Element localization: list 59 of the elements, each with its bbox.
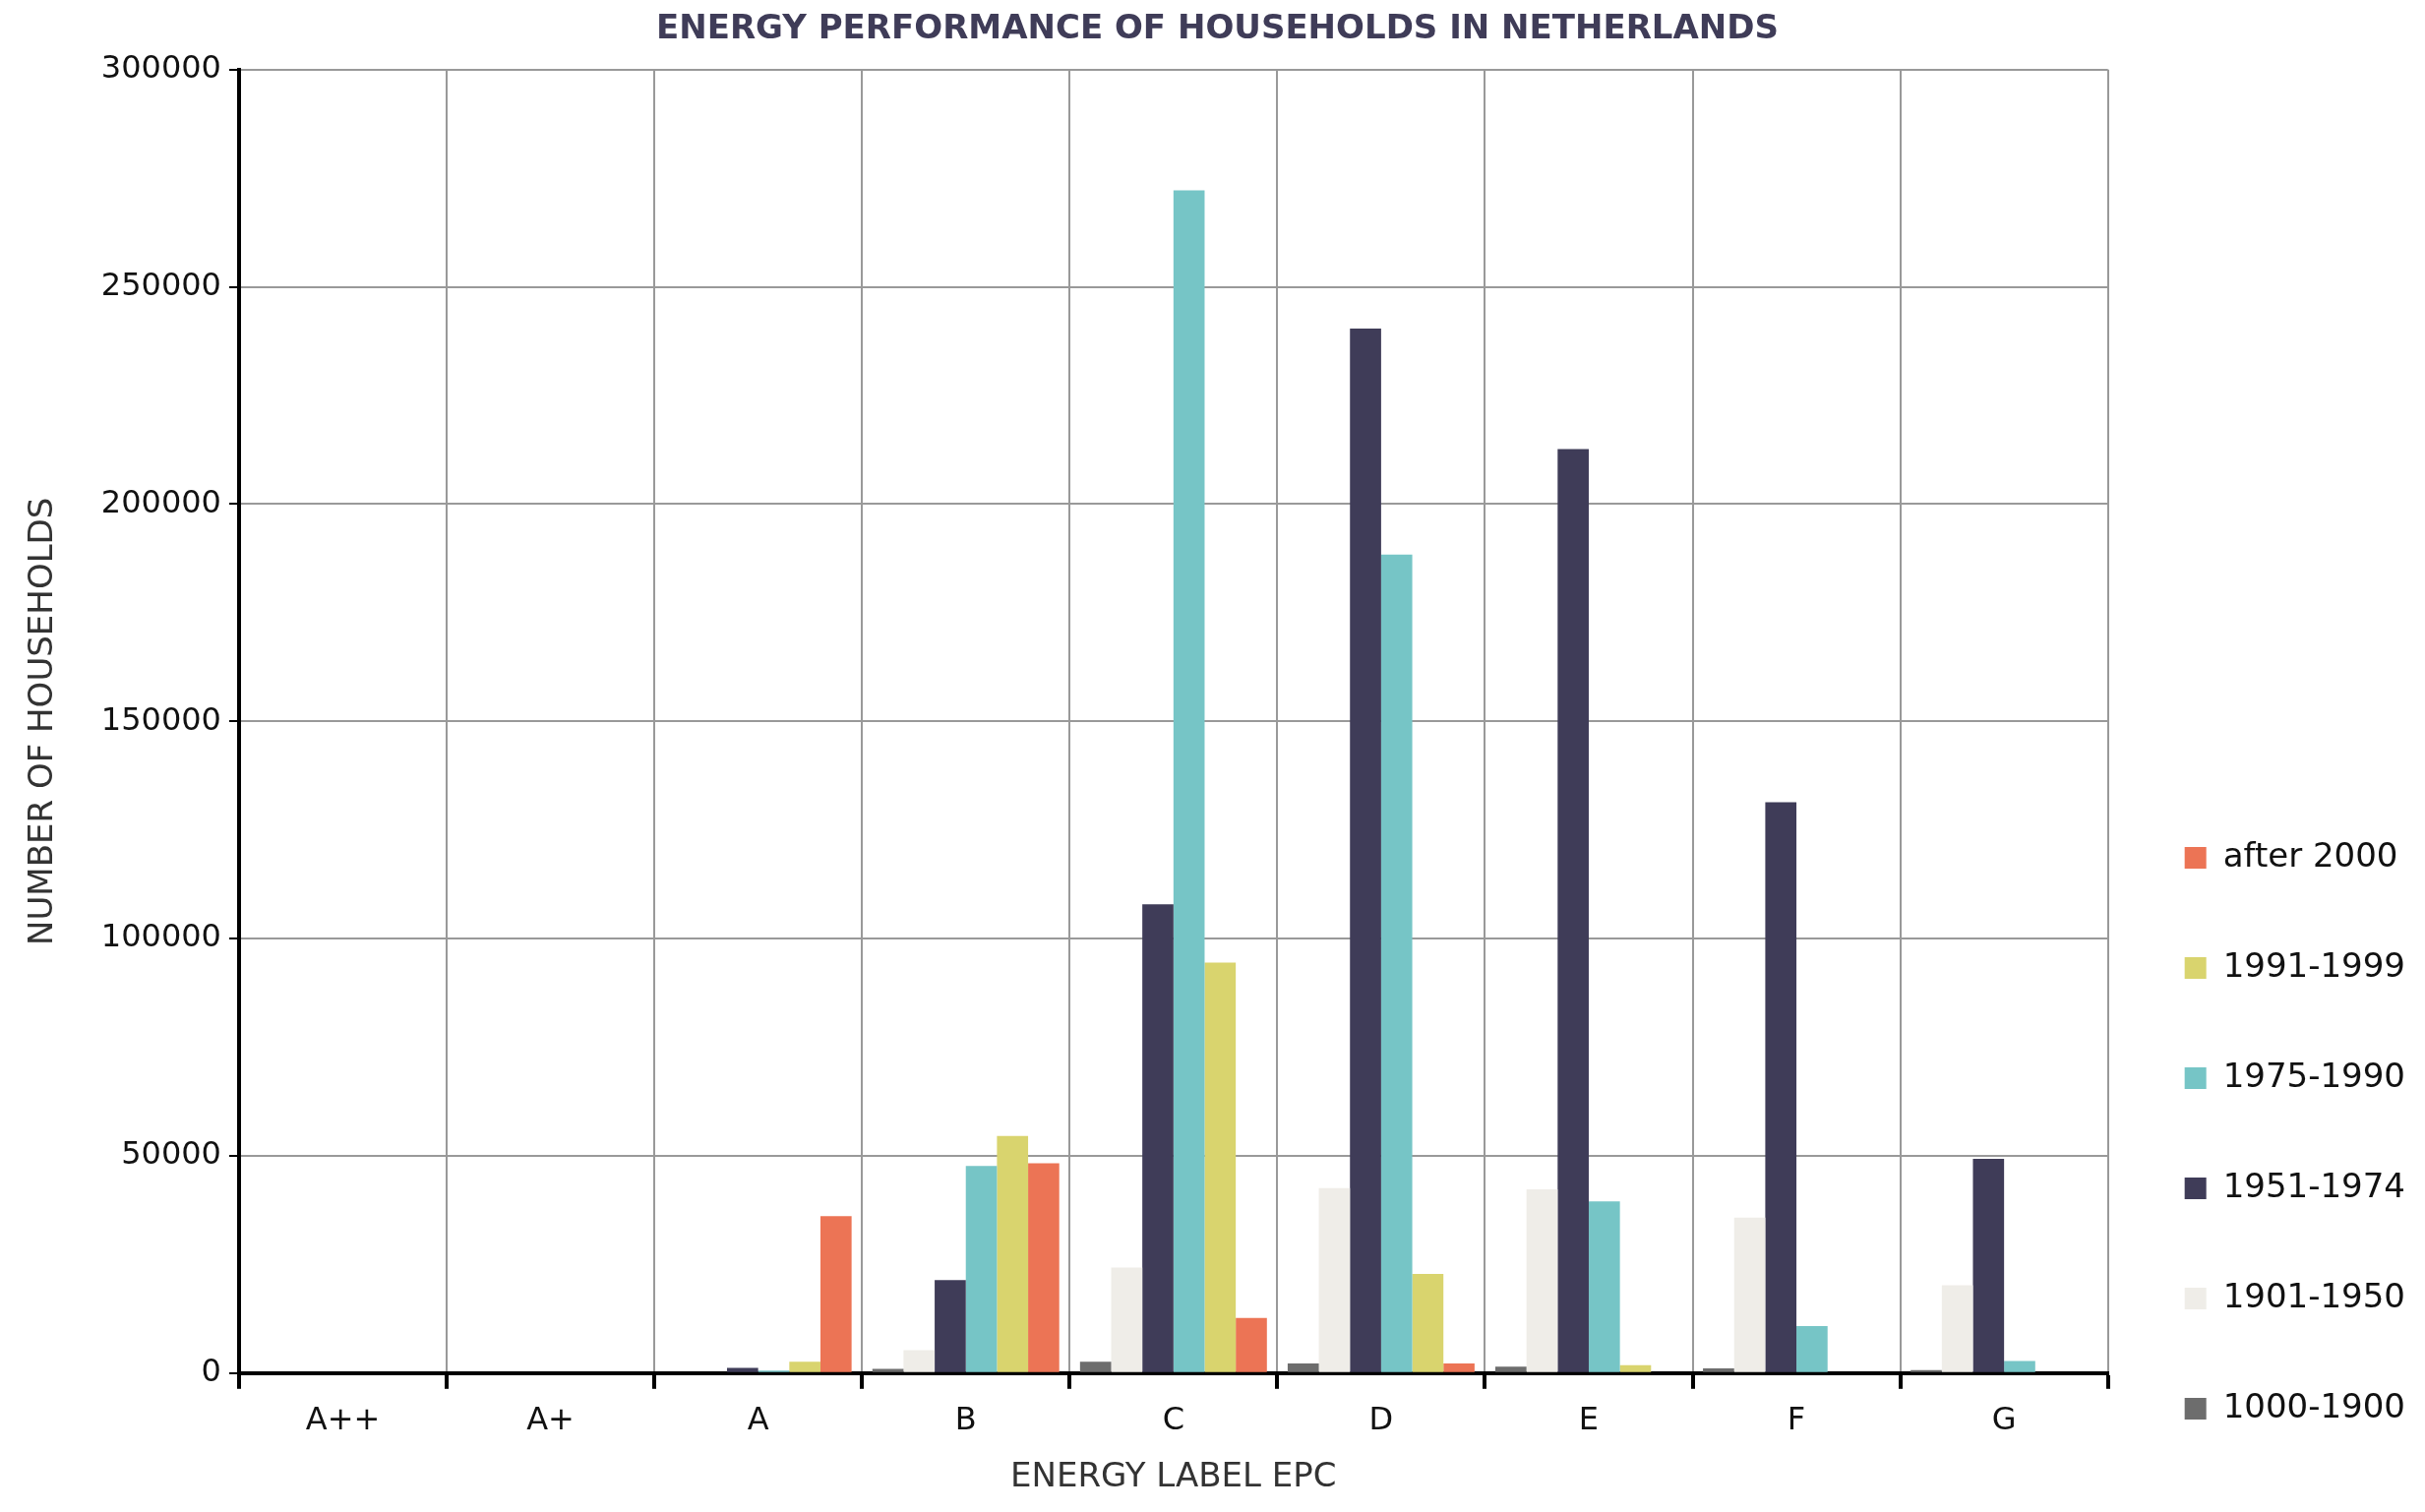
bar	[1380, 554, 1413, 1372]
y-tick-label: 0	[201, 1352, 221, 1390]
bar	[726, 1367, 758, 1372]
x-tick-label: C	[1162, 1400, 1184, 1438]
x-tick-label: A+	[526, 1400, 575, 1438]
legend-label: 1000-1900	[2222, 1385, 2405, 1425]
x-tick-label: E	[1578, 1400, 1600, 1438]
bar	[1287, 1363, 1319, 1372]
bar	[1619, 1364, 1652, 1372]
bar	[1350, 329, 1381, 1372]
chart-title: ENERGY PERFORMANCE OF HOUSEHOLDS IN NETHERLANDS	[656, 7, 1779, 47]
y-tick-label: 150000	[100, 699, 221, 738]
bar	[1443, 1363, 1475, 1372]
y-axis-title: NUMBER OF HOUSEHOLDS	[21, 497, 61, 945]
bar	[1173, 190, 1205, 1372]
bar	[1557, 449, 1589, 1372]
bar	[1142, 904, 1174, 1372]
bar	[1765, 802, 1797, 1372]
x-tick-label: G	[1991, 1400, 2017, 1438]
bar	[1079, 1361, 1112, 1372]
bar	[1733, 1217, 1766, 1372]
bar	[1236, 1317, 1267, 1372]
bar	[789, 1361, 820, 1372]
bar	[1588, 1201, 1620, 1372]
bar	[2004, 1361, 2035, 1372]
x-axis-title: ENERGY LABEL EPC	[1010, 1455, 1337, 1495]
bar	[965, 1166, 998, 1372]
bar	[903, 1350, 936, 1372]
x-tick-label: A++	[305, 1400, 381, 1438]
x-tick-label: B	[954, 1400, 977, 1438]
y-tick-label: 200000	[100, 482, 221, 520]
bar	[819, 1216, 852, 1372]
bar	[1494, 1366, 1527, 1372]
y-tick-label: 250000	[100, 265, 221, 303]
bar	[935, 1280, 966, 1372]
bar	[1526, 1188, 1558, 1372]
bar	[1204, 962, 1237, 1372]
y-tick-label: 100000	[100, 917, 221, 955]
bar	[1318, 1187, 1351, 1372]
y-tick-label: 300000	[100, 48, 221, 87]
legend-label: 1951-1974	[2222, 1165, 2405, 1205]
y-tick-label: 50000	[121, 1134, 221, 1173]
legend-label: after 2000	[2222, 834, 2398, 875]
bar	[872, 1368, 904, 1372]
bar	[997, 1135, 1029, 1372]
bar	[1703, 1367, 1734, 1372]
legend-label: 1901-1950	[2222, 1275, 2405, 1315]
bar	[1111, 1267, 1143, 1372]
x-tick-label: D	[1368, 1400, 1394, 1438]
legend-label: 1991-1999	[2222, 944, 2405, 985]
bar	[1941, 1285, 1973, 1372]
legend-label: 1975-1990	[2222, 1055, 2405, 1095]
bar	[1028, 1163, 1060, 1372]
bar	[1412, 1274, 1444, 1372]
bar	[1972, 1159, 2005, 1372]
bar	[1796, 1326, 1828, 1372]
x-tick-label: F	[1787, 1400, 1806, 1438]
x-tick-label: A	[747, 1400, 769, 1438]
bar	[1910, 1369, 1942, 1372]
